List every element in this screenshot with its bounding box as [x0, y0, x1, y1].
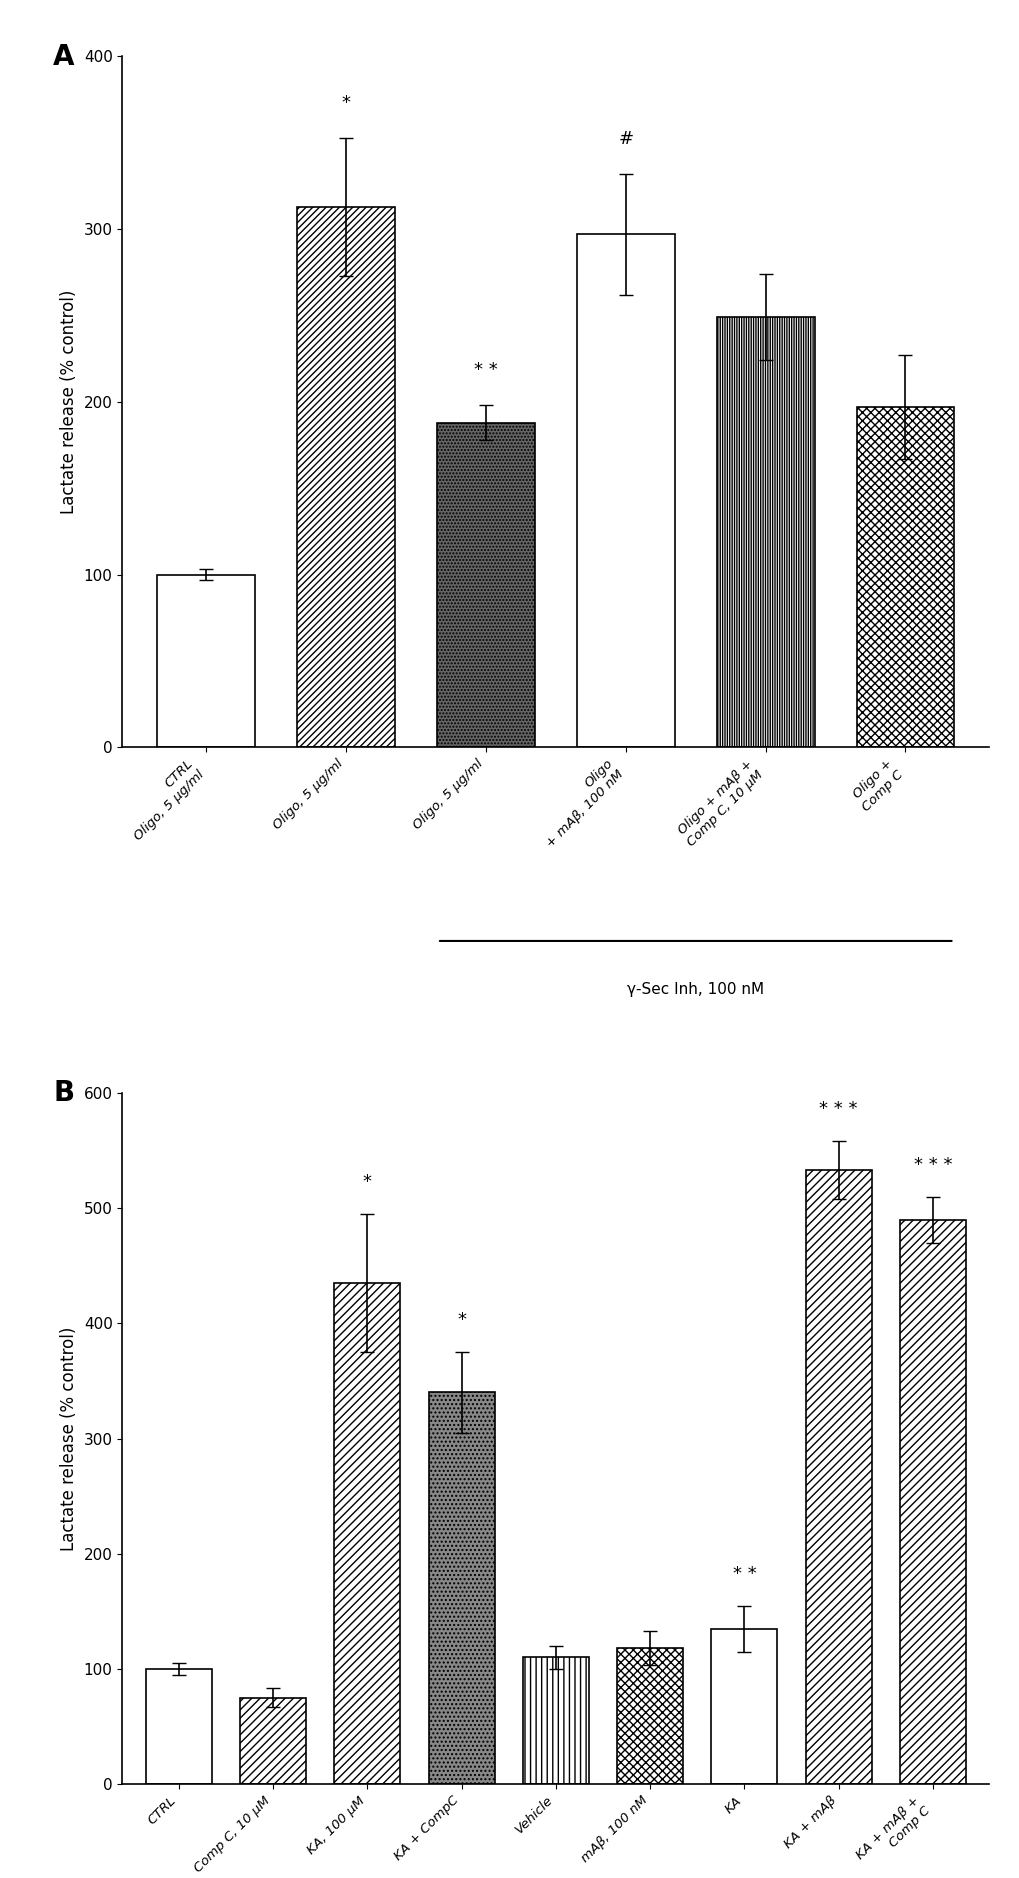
Bar [716, 317, 814, 747]
Bar [805, 1170, 871, 1784]
Text: #: # [618, 130, 633, 148]
Text: * * *: * * * [913, 1155, 951, 1174]
Bar [577, 235, 675, 747]
Text: * *: * * [732, 1564, 755, 1583]
Bar [334, 1283, 400, 1784]
Y-axis label: Lactate release (% control): Lactate release (% control) [60, 289, 78, 515]
Bar [436, 423, 534, 747]
Text: *: * [363, 1174, 372, 1191]
Text: *: * [457, 1311, 466, 1330]
Text: *: * [341, 94, 351, 111]
Bar [146, 1670, 212, 1784]
Y-axis label: Lactate release (% control): Lactate release (% control) [60, 1326, 78, 1551]
Bar [239, 1698, 306, 1784]
Text: γ-Sec Inh, 100 nM: γ-Sec Inh, 100 nM [627, 982, 763, 997]
Bar [428, 1392, 494, 1784]
Text: A: A [53, 43, 74, 71]
Bar [523, 1658, 588, 1784]
Text: B: B [53, 1080, 74, 1108]
Text: * * *: * * * [818, 1101, 857, 1117]
Text: * *: * * [474, 361, 497, 379]
Bar [856, 408, 954, 747]
Bar [157, 575, 255, 747]
Bar [710, 1628, 776, 1784]
Bar [297, 207, 394, 747]
Bar [616, 1649, 683, 1784]
Bar [899, 1219, 965, 1784]
